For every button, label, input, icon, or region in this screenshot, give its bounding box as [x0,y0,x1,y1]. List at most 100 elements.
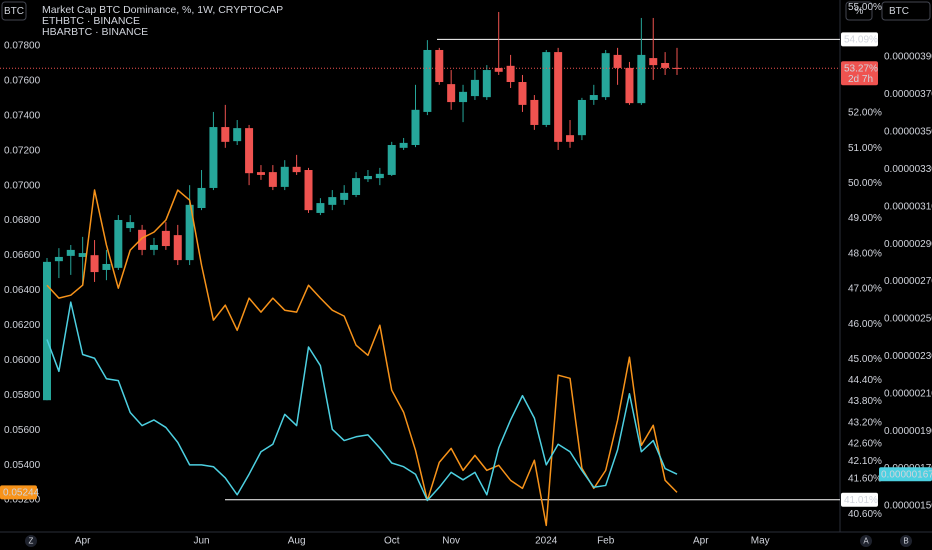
hbar-axis-label: 0.00000270 [884,276,932,287]
candle-body [423,49,432,112]
hbar-axis-label: 0.00000310 [884,201,932,212]
left-axis-label: 0.05200 [4,495,41,506]
candle-body [435,49,444,83]
hbar-axis-label: 0.00000390 [884,52,932,63]
candle-body [542,52,551,125]
candle-body [399,142,408,148]
candle-body [459,91,468,103]
symbol-button-label[interactable]: BTC [4,6,24,17]
line-series [46,189,678,527]
candle-body [197,187,206,209]
candle-body [375,173,384,179]
currency-button[interactable] [881,1,931,21]
symbol-button[interactable] [1,1,27,21]
candle-body [649,58,658,66]
x-tick-label: Feb [597,536,615,547]
dominance-axis-label: 43.80% [848,396,882,407]
left-axis-label: 0.06000 [4,355,41,366]
candle-body [114,219,123,268]
currency-button-label[interactable]: BTC [889,6,909,17]
candle-body [304,170,313,211]
level-label-box [841,492,878,507]
candle-body [637,54,646,104]
candle-body [280,166,289,187]
left-axis-label: 0.07600 [4,76,41,87]
candle-body [470,79,479,97]
dominance-axis-label: 46.00% [848,319,882,330]
dominance-axis-label: 50.00% [848,178,882,189]
dominance-axis-label: 42.10% [848,456,882,467]
hbar-axis-label: 0.00000350 [884,127,932,138]
level-label: 54.09% [844,35,878,46]
left-axis-label: 0.07800 [4,41,41,52]
current-price-label: 53.27% [844,63,878,74]
dominance-axis-label: 55.00% [848,2,882,13]
bottom-left-button[interactable] [25,535,37,547]
candle-body [233,128,242,142]
candle-body [173,235,182,261]
candle-body [589,95,598,100]
x-tick-label: Apr [693,536,709,547]
candle-body [352,178,361,195]
line-series [46,301,678,502]
auto-button[interactable] [860,535,872,547]
candle-body [292,166,301,173]
x-tick-label: Nov [442,536,460,547]
mode-button[interactable] [900,535,912,547]
candle-body [43,261,51,401]
current-price-box [841,61,878,86]
level-label-box [841,32,878,47]
candle-body [482,70,491,98]
candle-body [411,109,420,146]
left-axis-label: 0.06400 [4,285,41,296]
hbar-axis-label: 0.00000330 [884,164,932,175]
dominance-axis-label: 40.60% [848,509,882,520]
candle-body [185,204,194,261]
candle-body [363,175,372,180]
x-tick-label: 2024 [535,536,558,547]
candle-body [577,99,586,136]
mode-button-label[interactable]: B [903,537,908,546]
bottom-left-label[interactable]: Z [29,537,34,546]
left-axis-label: 0.06800 [4,215,41,226]
candle-body [221,127,230,142]
candle-body [138,229,147,250]
level-label: 41.01% [844,495,878,506]
candle-body [268,172,277,187]
dominance-axis-label: 48.00% [848,248,882,259]
candle-body [90,255,99,273]
left-axis-label: 0.05400 [4,460,41,471]
dominance-axis-label: 52.00% [848,108,882,119]
dominance-axis-label: 49.00% [848,213,882,224]
candle-body [102,263,111,270]
candle-body [554,52,563,142]
legend-main: Market Cap BTC Dominance, %, 1W, CRYPTOC… [42,4,283,16]
legend-ethbtc: ETHBTC · BINANCE [42,15,140,27]
candle-body [387,145,396,175]
candle-body [328,197,337,205]
candle-body [625,67,634,104]
percent-button[interactable] [845,1,873,21]
hbar-axis-label: 0.00000150 [884,501,932,512]
candle-body [494,67,503,72]
candle-body [673,67,682,69]
last-value-box [879,467,932,482]
left-axis-label: 0.05600 [4,425,41,436]
candle-body [601,53,610,98]
candle-body [613,54,622,68]
candle-body [506,65,515,83]
candle-body [126,222,135,229]
left-axis-label: 0.05800 [4,390,41,401]
percent-button-label[interactable]: % [855,6,864,17]
dominance-axis-label: 45.00% [848,354,882,365]
x-tick-label: Aug [288,536,306,547]
left-axis-label: 0.07200 [4,145,41,156]
auto-button-label[interactable]: A [863,537,869,546]
hbar-axis-label: 0.00000250 [884,314,932,325]
legend-hbarbtc: HBARBTC · BINANCE [42,26,148,38]
hbar-axis-label: 0.00000210 [884,388,932,399]
dominance-axis-label: 41.60% [848,474,882,485]
dominance-axis-label: 43.20% [848,417,882,428]
